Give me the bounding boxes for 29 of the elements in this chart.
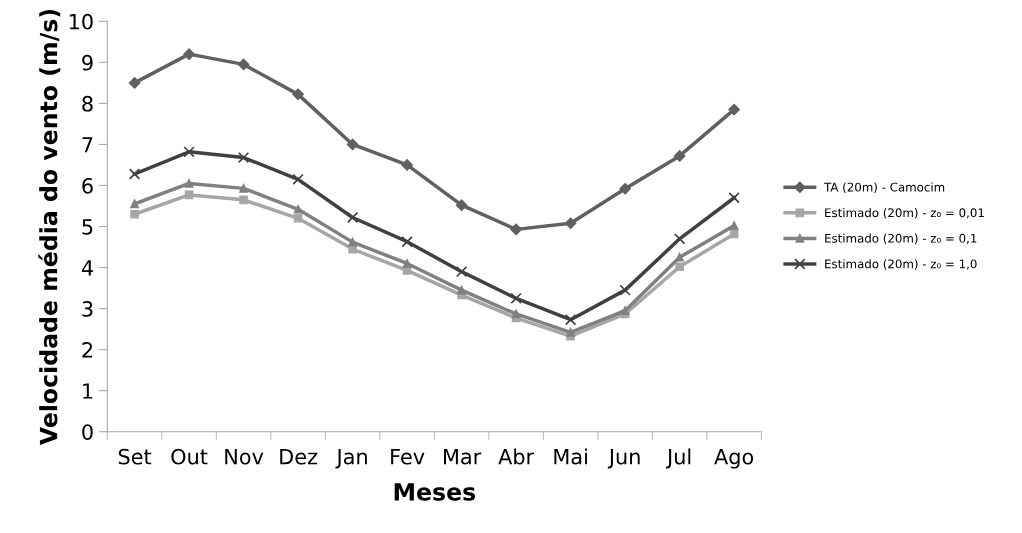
x-axis-title: Meses: [394, 483, 476, 501]
y-tick-label: 0: [82, 424, 93, 440]
x-tick-label: Jan: [335, 449, 367, 469]
x-tick-label: Mar: [443, 449, 482, 465]
y-tick-label: 2: [82, 342, 93, 358]
x-tick-label: Nov: [225, 449, 264, 465]
x-tick-label: Fev: [391, 449, 425, 465]
legend-label: Estimado (20m) - z₀ = 0,01: [825, 208, 984, 219]
y-tick-label: 1: [83, 383, 93, 399]
legend-label: Estimado (20m) - z₀ = 1,0: [825, 259, 977, 270]
x-tick-label: Out: [171, 448, 208, 465]
legend-label: TA (20m) - Camocim: [824, 182, 945, 193]
y-tick-label: 5: [82, 219, 93, 235]
y-axis-title: Velocidade média do vento (m/s): [38, 9, 61, 446]
y-tick-label: 6: [82, 177, 93, 194]
legend-label: Estimado (20m) - z₀ = 0,1: [825, 233, 977, 245]
x-tick-label: Jul: [665, 448, 691, 469]
y-tick-label: 4: [81, 260, 93, 276]
x-tick-label: Mai: [554, 448, 587, 465]
y-tick-label: 9: [82, 54, 93, 71]
x-tick-label: Abr: [498, 448, 535, 465]
x-tick-label: Ago: [714, 449, 754, 469]
y-tick-label: 7: [82, 137, 93, 153]
y-tick-label: 8: [82, 95, 93, 112]
x-tick-label: Jun: [607, 449, 640, 469]
y-tick-label: 10: [69, 13, 93, 30]
y-tick-label: 3: [82, 301, 93, 317]
x-tick-label: Dez: [280, 449, 318, 465]
x-tick-label: Set: [118, 448, 152, 465]
